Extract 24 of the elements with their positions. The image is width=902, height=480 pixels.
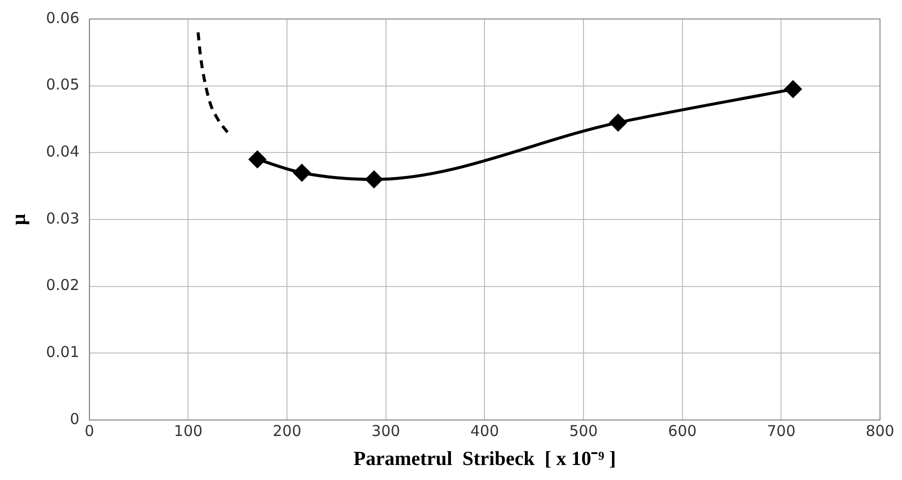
x-tick-label: 0 xyxy=(84,422,94,440)
x-tick-label: 800 xyxy=(866,422,894,440)
y-tick-label: 0 xyxy=(70,410,80,428)
y-tick-label: 0.02 xyxy=(46,276,80,294)
y-tick-label: 0.05 xyxy=(46,76,80,94)
x-tick-label: 600 xyxy=(668,422,697,440)
x-axis-title: Parametrul Stribeck [ x 10⁻⁹ ] xyxy=(354,448,616,470)
x-tick-label: 200 xyxy=(272,422,302,440)
x-tick-label: 700 xyxy=(766,422,796,440)
x-tick-label: 300 xyxy=(372,422,400,440)
y-tick-label: 0.06 xyxy=(46,8,80,27)
point xyxy=(293,164,310,182)
y-tick-label: 0.04 xyxy=(46,142,80,161)
point xyxy=(248,150,266,168)
point xyxy=(784,80,802,98)
x-tick-label: 400 xyxy=(470,422,500,440)
x-tick-label: 100 xyxy=(174,422,203,440)
y-tick-label: 0.03 xyxy=(46,209,80,228)
point xyxy=(366,170,383,188)
point xyxy=(610,114,627,132)
line-series xyxy=(196,30,230,134)
x-tick-label: 500 xyxy=(569,422,598,440)
y-axis-title: μ xyxy=(8,213,30,226)
y-tick-label: 0.01 xyxy=(46,343,80,362)
